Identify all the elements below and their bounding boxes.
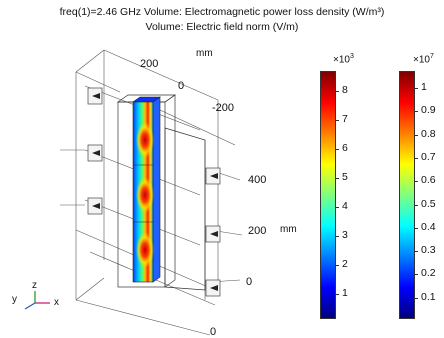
colorbar-tick-mark [415, 251, 418, 253]
colorbar-tick-mark [415, 227, 418, 229]
colorbar-tick-label: 0.9 [421, 104, 436, 117]
axis-triad-icon [24, 291, 50, 310]
colorbar-tick-label: 4 [342, 200, 348, 212]
enclosure [116, 94, 206, 291]
colorbar-tick-mark [415, 134, 418, 136]
colorbar-tick-label: 7 [342, 113, 348, 125]
colorbar-tick-mark [336, 91, 339, 92]
colorbar-tick-mark [415, 111, 418, 113]
colorbar-tick-mark [415, 297, 418, 299]
colorbar-tick-mark [415, 274, 418, 276]
colorbar1-multiplier: ×103 [333, 53, 354, 66]
colorbar-tick-label: 3 [342, 229, 348, 241]
axis-tick-label: 0 [246, 276, 253, 288]
axis-tick-label: 200 [140, 58, 159, 70]
colorbar-tick-label: 0.7 [421, 150, 436, 163]
colorbar-tick-label: 0.6 [421, 174, 436, 187]
colorbar-tick-mark [336, 149, 339, 150]
axis-tick-label: 400 [248, 174, 267, 186]
axis-unit-side: mm [280, 224, 297, 235]
field-column [132, 96, 161, 283]
triad-x-label: x [54, 297, 59, 308]
axis-unit-top: mm [196, 48, 213, 59]
colorbar-tick-mark [336, 120, 339, 121]
colorbar-tick-label: 0.5 [421, 197, 436, 210]
colorbar-tick-mark [336, 236, 339, 237]
colorbar-tick-label: 0.1 [421, 290, 436, 303]
colorbar-tick-mark [336, 178, 339, 179]
colorbar-tick-label: 2 [342, 258, 348, 270]
colorbar-tick-mark [336, 294, 339, 295]
colorbar-tick-mark [415, 181, 418, 183]
triad-y-label: y [12, 294, 17, 305]
colorbar-tick-mark [415, 157, 418, 159]
axis-tick-label: 0 [210, 326, 217, 338]
colorbar-tick-mark [415, 88, 418, 89]
colorbar-tick-label: 0.2 [421, 267, 436, 280]
colorbar-electric-field [399, 71, 415, 319]
plot-subtitle: Volume: Electric field norm (V/m) [145, 21, 299, 33]
colorbar-tick-label: 8 [342, 84, 348, 96]
axis-tick-label: 200 [248, 225, 267, 237]
colorbar-tick-mark [415, 204, 418, 206]
port-arrows [92, 93, 218, 291]
colorbar-tick-label: 1 [342, 287, 348, 299]
axis-tick-label: -200 [212, 102, 235, 114]
colorbar-tick-mark [336, 207, 339, 208]
colorbar-tick-label: 0.4 [421, 220, 436, 233]
triad-z-label: z [32, 280, 37, 291]
colorbar-tick-label: 0.8 [421, 127, 436, 140]
plot-title: freq(1)=2.46 GHz Volume: Electromagnetic… [59, 6, 385, 18]
colorbar-tick-label: 5 [342, 171, 348, 183]
colorbar2-multiplier: ×107 [413, 53, 434, 66]
axis-tick-label: 0 [178, 80, 185, 92]
colorbar-tick-label: 1 [421, 81, 427, 93]
colorbar-tick-label: 6 [342, 142, 348, 154]
colorbar-tick-mark [336, 265, 339, 266]
colorbar-tick-label: 0.3 [421, 244, 436, 257]
colorbar-power-loss [320, 71, 336, 319]
